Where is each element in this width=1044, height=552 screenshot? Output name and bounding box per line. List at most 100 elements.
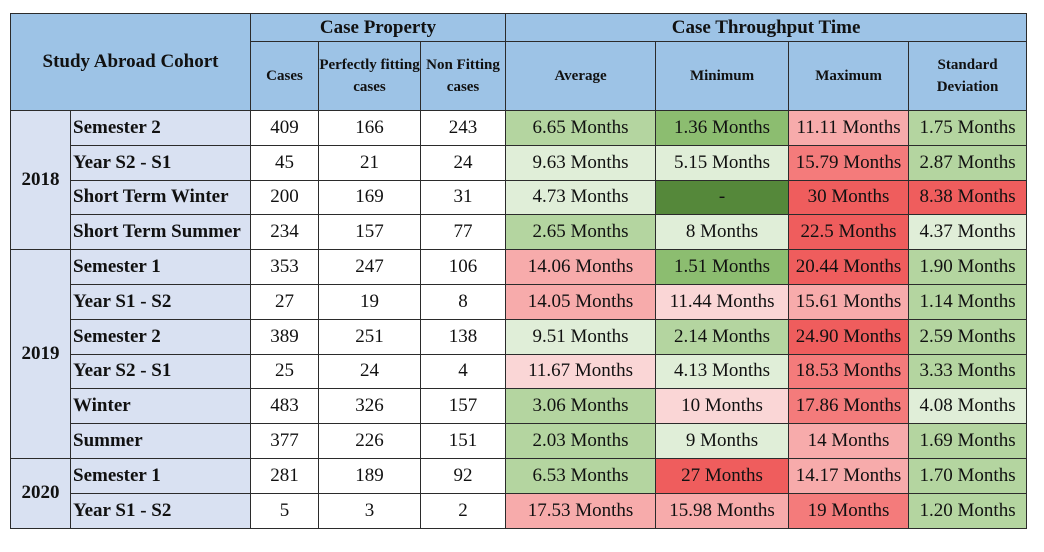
non-fitting-cell: 24 <box>420 144 507 181</box>
table-row: Year S2 - S1 45 21 24 9.63 Months 5.15 Months… <box>11 144 1028 181</box>
case-property-header: Case Property <box>250 13 507 42</box>
min-cell: 8 Months <box>655 214 790 251</box>
year-cell: 2019 <box>10 249 71 459</box>
avg-cell: 9.51 Months <box>505 318 657 355</box>
minimum-header: Minimum <box>655 41 790 111</box>
non-fitting-cell: 151 <box>420 423 507 459</box>
avg-cell: 3.06 Months <box>505 388 657 425</box>
avg-cell: 6.65 Months <box>505 110 657 146</box>
perfectly-fitting-cell: 326 <box>318 388 422 425</box>
max-cell: 11.11 Months <box>788 110 910 146</box>
cases-cell: 483 <box>250 388 320 425</box>
max-cell: 24.90 Months <box>788 318 910 355</box>
table-row: 2018 Semester 2 409 166 243 6.65 Months 1.36 M… <box>10 109 1028 251</box>
max-cell: 20.44 Months <box>788 249 910 285</box>
max-cell: 15.61 Months <box>788 283 910 320</box>
cases-cell: 353 <box>250 249 320 285</box>
cohort-name-cell: Semester 2 <box>69 318 252 355</box>
cases-cell: 5 <box>250 492 320 529</box>
cases-cell: 377 <box>250 423 320 459</box>
cohort-name-cell: Summer <box>69 423 252 459</box>
cases-cell: 200 <box>250 179 320 216</box>
cohort-name-cell: Year S2 - S1 <box>69 353 252 390</box>
sd-cell: 2.59 Months <box>908 318 1028 355</box>
non-fitting-cell: 31 <box>420 179 507 216</box>
min-cell: 27 Months <box>655 457 790 494</box>
year-cell: 2018 <box>10 109 71 251</box>
perfectly-fitting-cell: 19 <box>318 283 422 320</box>
sd-cell: 4.08 Months <box>908 388 1028 425</box>
max-cell: 15.79 Months <box>788 144 910 181</box>
cohort-name-cell: Year S2 - S1 <box>69 144 252 181</box>
cases-cell: 27 <box>250 283 320 320</box>
cohort-name-cell: Semester 1 <box>69 249 252 285</box>
max-cell: 30 Months <box>788 179 910 216</box>
sd-cell: 3.33 Months <box>908 353 1028 390</box>
non-fitting-cell: 2 <box>420 492 507 529</box>
min-cell: 11.44 Months <box>655 283 790 320</box>
max-cell: 14.17 Months <box>788 457 910 494</box>
table-row: Summer 377 226 151 2.03 Months 9 Months 14 Mon… <box>11 423 1028 459</box>
avg-cell: 2.65 Months <box>505 214 657 251</box>
avg-cell: 14.06 Months <box>505 249 657 285</box>
cohort-name-cell: Short Term Summer <box>69 214 252 251</box>
perfectly-fitting-cell: 169 <box>318 179 422 216</box>
avg-cell: 14.05 Months <box>505 283 657 320</box>
min-cell: 1.51 Months <box>655 249 790 285</box>
table-row: Year S2 - S1 25 24 4 11.67 Months 4.13 Months… <box>11 353 1028 390</box>
perfectly-fitting-cell: 157 <box>318 214 422 251</box>
min-cell: 5.15 Months <box>655 144 790 181</box>
sd-cell: 1.69 Months <box>908 423 1028 459</box>
min-cell: 1.36 Months <box>655 110 790 146</box>
cohort-name-cell: Semester 1 <box>69 457 252 494</box>
cohort-name-cell: Year S1 - S2 <box>69 283 252 320</box>
min-cell: 10 Months <box>655 388 790 425</box>
cases-cell: 45 <box>250 144 320 181</box>
cases-cell: 389 <box>250 318 320 355</box>
table-row: Year S1 - S2 27 19 8 14.05 Months 11.44 Month… <box>11 283 1028 320</box>
sd-cell: 1.20 Months <box>908 492 1028 529</box>
table-body: 2018 Semester 2 409 166 243 6.65 Months 1.36 M… <box>10 109 1028 529</box>
cohort-name-cell: Short Term Winter <box>69 179 252 216</box>
cases-header: Cases <box>250 41 320 111</box>
cohort-name-cell: Winter <box>69 388 252 425</box>
min-cell: 9 Months <box>655 423 790 459</box>
perfectly-fitting-cell: 3 <box>318 492 422 529</box>
perfectly-fitting-cell: 166 <box>318 110 422 146</box>
table-row: Short Term Winter 200 169 31 4.73 Months -30 … <box>11 179 1028 216</box>
non-fitting-cell: 157 <box>420 388 507 425</box>
table-row: Semester 2 389 251 138 9.51 Months 2.14 Month… <box>11 318 1028 355</box>
perfectly-fitting-cell: 247 <box>318 249 422 285</box>
max-cell: 17.86 Months <box>788 388 910 425</box>
non-fitting-cell: 92 <box>420 457 507 494</box>
max-cell: 18.53 Months <box>788 353 910 390</box>
non-fitting-cell: 243 <box>420 110 507 146</box>
sd-cell: 1.90 Months <box>908 249 1028 285</box>
max-cell: 19 Months <box>788 492 910 529</box>
cases-cell: 25 <box>250 353 320 390</box>
cases-cell: 281 <box>250 457 320 494</box>
max-cell: 14 Months <box>788 423 910 459</box>
table-row: Short Term Summer 234 157 77 2.65 Months 8 Mo… <box>11 214 1028 251</box>
sd-cell: 1.75 Months <box>908 110 1028 146</box>
table-row: 2019 Semester 1 353 247 106 14.06 Months 1.51 … <box>10 249 1028 459</box>
avg-cell: 4.73 Months <box>505 179 657 216</box>
avg-cell: 2.03 Months <box>505 423 657 459</box>
max-cell: 22.5 Months <box>788 214 910 251</box>
non-fitting-header: Non Fitting cases <box>420 41 507 111</box>
non-fitting-cell: 138 <box>420 318 507 355</box>
non-fitting-cell: 106 <box>420 249 507 285</box>
min-cell: 2.14 Months <box>655 318 790 355</box>
average-header: Average <box>505 41 657 111</box>
study-abroad-table: Study Abroad Cohort Case Property Case T… <box>9 13 1028 529</box>
non-fitting-cell: 77 <box>420 214 507 251</box>
table-row: Year S1 - S2 5 3 2 17.53 Months 15.98 Months 1… <box>11 492 1028 529</box>
avg-cell: 9.63 Months <box>505 144 657 181</box>
avg-cell: 6.53 Months <box>505 457 657 494</box>
cases-cell: 234 <box>250 214 320 251</box>
perfectly-fitting-cell: 189 <box>318 457 422 494</box>
avg-cell: 17.53 Months <box>505 492 657 529</box>
sd-cell: 1.70 Months <box>908 457 1028 494</box>
cohort-name-cell: Semester 2 <box>69 110 252 146</box>
min-cell: 4.13 Months <box>655 353 790 390</box>
